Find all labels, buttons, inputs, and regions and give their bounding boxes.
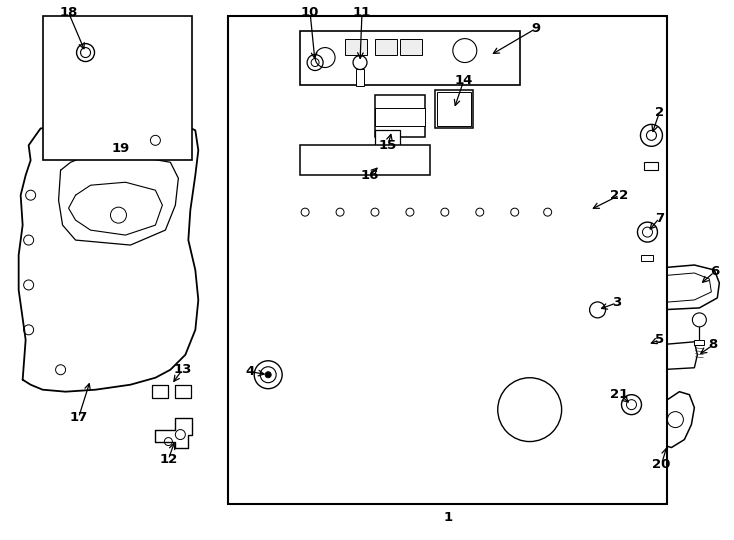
Text: 10: 10: [301, 6, 319, 19]
Bar: [694, 340, 705, 345]
Circle shape: [265, 372, 271, 377]
Text: 8: 8: [709, 338, 718, 352]
Text: 19: 19: [112, 142, 130, 155]
Bar: [375, 130, 400, 148]
Text: 9: 9: [531, 22, 540, 35]
Text: 7: 7: [655, 212, 664, 225]
Text: 4: 4: [246, 365, 255, 378]
Text: 14: 14: [454, 74, 473, 87]
Text: 13: 13: [173, 363, 192, 376]
Bar: [435, 91, 473, 129]
Bar: [375, 96, 425, 137]
Bar: [345, 38, 367, 55]
Text: 17: 17: [70, 411, 87, 424]
Text: 5: 5: [655, 333, 664, 346]
Text: 16: 16: [361, 168, 379, 182]
Text: 12: 12: [159, 453, 178, 466]
Text: 18: 18: [59, 6, 78, 19]
Text: 22: 22: [611, 188, 628, 202]
Bar: [644, 163, 658, 170]
Bar: [400, 38, 422, 55]
Bar: [437, 92, 470, 126]
Text: 21: 21: [611, 388, 628, 401]
Text: 2: 2: [655, 106, 664, 119]
Bar: [375, 109, 425, 126]
Text: 11: 11: [353, 6, 371, 19]
Bar: [642, 255, 653, 261]
Text: 6: 6: [710, 266, 719, 279]
Bar: [300, 145, 430, 176]
Text: 20: 20: [653, 458, 671, 471]
Bar: [43, 16, 192, 160]
Bar: [356, 69, 364, 86]
Text: 1: 1: [443, 511, 452, 524]
Bar: [300, 31, 520, 85]
Text: 15: 15: [379, 139, 397, 152]
Bar: [375, 38, 397, 55]
Text: 3: 3: [612, 296, 621, 309]
Bar: [228, 16, 667, 504]
